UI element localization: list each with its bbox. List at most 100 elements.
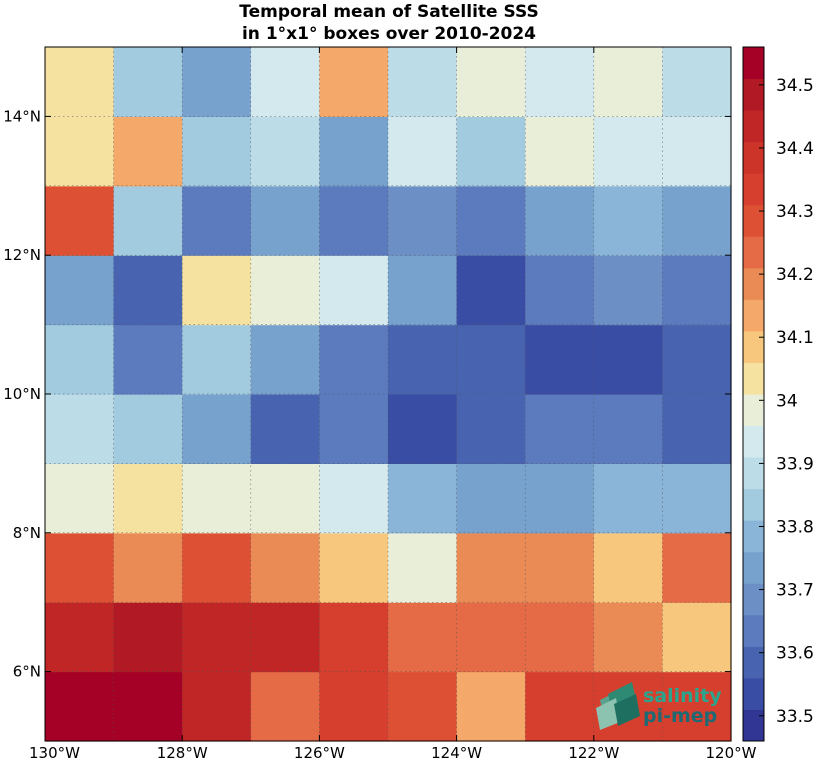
- heatmap-cell: [113, 532, 183, 603]
- heatmap-cell: [319, 671, 389, 742]
- heatmap-cell: [113, 255, 183, 326]
- colorbar-swatch: [743, 236, 764, 269]
- heatmap-cell: [250, 532, 320, 603]
- heatmap-cell: [45, 255, 115, 326]
- heatmap-cell: [456, 463, 526, 534]
- heatmap-cell: [456, 116, 526, 187]
- heatmap-cell: [45, 47, 115, 117]
- colorbar-swatch: [743, 488, 764, 521]
- heatmap-cell: [456, 255, 526, 326]
- heatmap-cell: [182, 324, 252, 395]
- heatmap-cell: [525, 255, 595, 326]
- heatmap-cell: [593, 463, 663, 534]
- logo-line-2: pi-mep: [643, 705, 717, 727]
- heatmap-cell: [182, 602, 252, 673]
- heatmap-cell: [182, 394, 252, 464]
- heatmap-cell: [525, 532, 595, 603]
- heatmap-cell: [388, 394, 458, 464]
- colorbar: 33.5 33.6 33.7 33.8 33.9 34 34.1 34.2 34.3 34.4 34…: [742, 46, 814, 742]
- heatmap-cell: [388, 324, 458, 395]
- heatmap-cell: [250, 116, 320, 187]
- y-tick-label: 8°N: [13, 524, 41, 542]
- heatmap-cell: [662, 671, 732, 742]
- heatmap-cell: [45, 602, 115, 673]
- heatmap-cell: [45, 532, 115, 603]
- heatmap-cell: [319, 532, 389, 603]
- heatmap-cell: [113, 671, 183, 742]
- chart-title-line-2: in 1°x1° boxes over 2010-2024: [242, 24, 536, 44]
- heatmap-cell: [113, 185, 183, 256]
- heatmap-cell: [45, 463, 115, 534]
- heatmap-cell: [45, 671, 115, 742]
- heatmap-cell: [525, 463, 595, 534]
- heatmap-cell: [662, 47, 732, 117]
- colorbar-swatch: [743, 394, 764, 427]
- colorbar-tick-label: 33.6: [776, 644, 814, 664]
- colorbar-swatch: [743, 614, 764, 647]
- heatmap-cell: [388, 602, 458, 673]
- colorbar-swatch: [743, 677, 764, 710]
- colorbar-swatch: [743, 299, 764, 332]
- heatmap-cell: [113, 116, 183, 187]
- heatmap-cell: [388, 255, 458, 326]
- heatmap-cell: [388, 463, 458, 534]
- colorbar-tick-label: 33.8: [776, 517, 814, 537]
- colorbar-swatch: [743, 709, 764, 742]
- colorbar-tick-label: 34.4: [776, 139, 814, 159]
- axes: 130°W 128°W 126°W 124°W 122°W 120°W 6°N 8°N 10°N…: [3, 47, 757, 762]
- heatmap-cell: [456, 602, 526, 673]
- heatmap-cell: [113, 47, 183, 117]
- heatmap-cell: [319, 255, 389, 326]
- heatmap-cell: [45, 394, 115, 464]
- heatmap-cell: [593, 255, 663, 326]
- x-tick-label: 128°W: [157, 744, 208, 762]
- heatmap-cell: [250, 463, 320, 534]
- colorbar-tick-label: 34.5: [776, 76, 814, 96]
- heatmap-cell: [250, 47, 320, 117]
- colorbar-frame: [742, 46, 765, 742]
- heatmap-cell: [182, 532, 252, 603]
- heatmap-cell: [319, 185, 389, 256]
- heatmap-cell: [593, 324, 663, 395]
- logo-line-1: salinity: [643, 685, 722, 707]
- y-tick-label: 6°N: [13, 663, 41, 681]
- heatmap-cell: [113, 324, 183, 395]
- colorbar-swatch: [743, 520, 764, 553]
- heatmap-cell: [525, 185, 595, 256]
- colorbar-swatch: [743, 425, 764, 458]
- heatmap-cell: [456, 324, 526, 395]
- chart-title-line-1: Temporal mean of Satellite SSS: [239, 2, 538, 22]
- heatmap-cell: [319, 47, 389, 117]
- heatmap-cell: [525, 116, 595, 187]
- heatmap-cell: [250, 602, 320, 673]
- colorbar-swatch: [743, 267, 764, 300]
- y-tick-label: 14°N: [3, 107, 41, 125]
- colorbar-swatch: [743, 173, 764, 206]
- heatmap-cell: [182, 47, 252, 117]
- heatmap-cell: [662, 116, 732, 187]
- chart-title: Temporal mean of Satellite SSS in 1°x1° …: [239, 2, 538, 44]
- heatmap-cell: [319, 324, 389, 395]
- heatmap-cell: [456, 532, 526, 603]
- heatmap-cell: [593, 602, 663, 673]
- heatmap-cell: [388, 47, 458, 117]
- colorbar-swatch: [743, 78, 764, 111]
- logo-mark-icon: [596, 682, 640, 730]
- colorbar-tick-label: 33.7: [776, 581, 814, 601]
- colorbar-tick-label: 34.3: [776, 202, 814, 222]
- colorbar-swatch: [743, 583, 764, 616]
- colorbar-swatch: [743, 551, 764, 584]
- heatmap-cell: [593, 532, 663, 603]
- heatmap-cell: [113, 602, 183, 673]
- heatmap-cell: [250, 394, 320, 464]
- heatmap-cell: [388, 185, 458, 256]
- heatmap-cells: [45, 47, 732, 742]
- heatmap-cell: [45, 324, 115, 395]
- heatmap-cell: [662, 255, 732, 326]
- heatmap-cell: [662, 463, 732, 534]
- heatmap-cell: [250, 671, 320, 742]
- colorbar-tick-label: 34.2: [776, 265, 814, 285]
- heatmap-cell: [182, 116, 252, 187]
- heatmap-cell: [525, 671, 595, 742]
- heatmap-cell: [662, 394, 732, 464]
